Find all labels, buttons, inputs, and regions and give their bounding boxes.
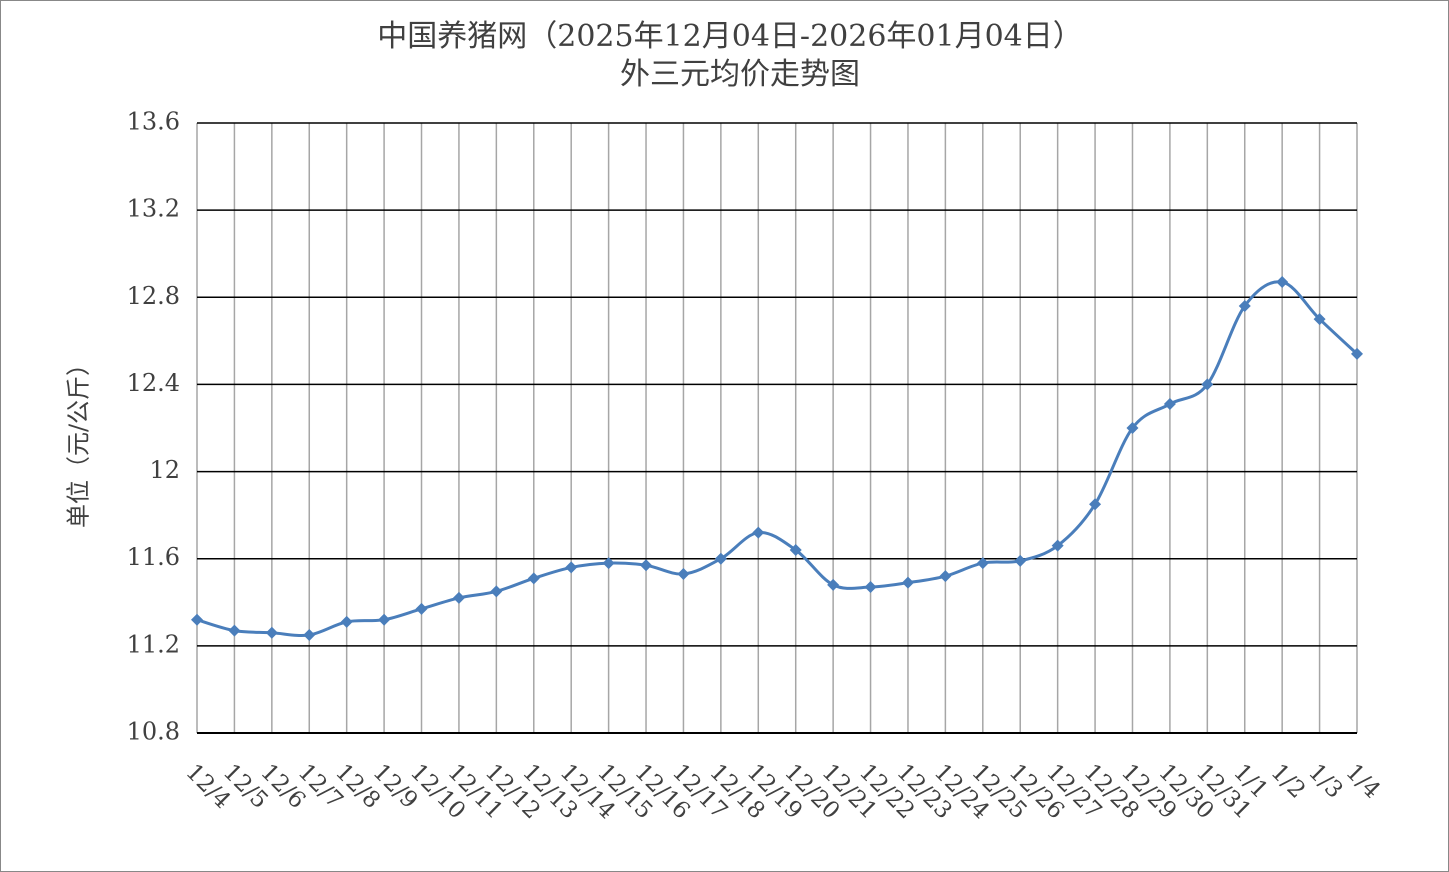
data-point [415, 602, 428, 615]
data-point [1014, 554, 1027, 567]
data-point [527, 572, 540, 585]
data-point [976, 557, 989, 570]
data-point [191, 613, 203, 626]
data-point [1238, 300, 1251, 312]
y-tick-label: 12.8 [127, 282, 180, 310]
data-point [1201, 378, 1214, 391]
data-point [1051, 539, 1064, 552]
data-point [602, 557, 615, 570]
data-point [939, 570, 952, 583]
data-point [228, 624, 241, 637]
data-point [714, 552, 727, 565]
data-point [789, 544, 802, 556]
data-point [1163, 398, 1176, 411]
y-tick-label: 12 [149, 456, 180, 484]
data-point [901, 576, 914, 589]
data-point [265, 626, 278, 639]
data-point [827, 578, 840, 591]
data-point [1089, 498, 1102, 511]
data-point [640, 559, 653, 572]
data-point [864, 581, 877, 594]
data-point [677, 567, 690, 580]
data-point [378, 613, 391, 626]
data-point [340, 615, 353, 628]
y-tick-label: 11.2 [127, 630, 180, 658]
data-point [1351, 347, 1363, 360]
y-tick-label: 13.6 [127, 108, 180, 136]
data-point [1313, 313, 1326, 326]
data-point [490, 585, 503, 598]
chart-title: 中国养猪网（2025年12月04日-2026年01月04日） [377, 19, 1083, 54]
data-point [752, 526, 765, 539]
data-point [1126, 422, 1139, 434]
y-tick-label: 13.2 [127, 195, 180, 223]
data-point [452, 591, 465, 604]
y-tick-label: 10.8 [127, 718, 180, 746]
data-point [303, 628, 316, 641]
data-point [565, 561, 578, 574]
data-point [1276, 276, 1289, 289]
y-tick-label: 12.4 [127, 369, 180, 397]
chart-subtitle: 外三元均价走势图 [620, 57, 860, 92]
y-axis-label: 单位（元/公斤） [65, 352, 93, 528]
y-tick-label: 11.6 [127, 543, 180, 571]
